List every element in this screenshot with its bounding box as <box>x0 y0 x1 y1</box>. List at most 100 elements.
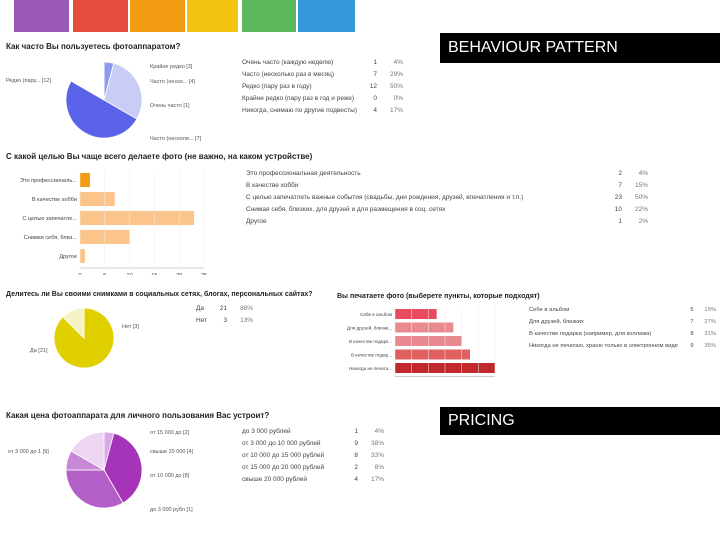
q5-pie-label: от 15 000 до [2] <box>150 430 190 436</box>
q1-pie-label: Крайне редко [3] <box>150 63 193 70</box>
q3-row-count: 21 <box>219 304 228 312</box>
q2-row-label: Другое <box>246 217 267 225</box>
q1-row-count: 7 <box>373 70 377 78</box>
table-row: Это профессиональная деятельность 2 4% <box>246 167 652 179</box>
bar-category-label: Никогда не печата... <box>349 366 392 371</box>
pie-slice <box>65 469 124 509</box>
q4-row-label: Для друзей, близких <box>529 319 584 325</box>
q1-row-label: Крайне редко (пару раз в год и реже) <box>242 94 354 102</box>
q3-row-label: Нет <box>196 316 208 324</box>
q5-row-percent: 38% <box>370 439 384 447</box>
table-row: от 3 000 до 10 000 рублей 9 38% <box>242 437 388 449</box>
table-row: Нет 3 13% <box>196 314 257 326</box>
q1-row-label: Никогда, снимаю по другие подвесты) <box>242 106 357 114</box>
q2-row-label: Это профессиональная деятельность <box>246 169 361 177</box>
bar-category-label: Для друзей, близки... <box>347 325 392 331</box>
q5-row-label: от 10 000 до 15 000 рублей <box>242 451 325 459</box>
q4-row-count: 8 <box>690 331 694 337</box>
table-row: Да 21 88% <box>196 302 257 314</box>
bar-category-label: В качестве хобби <box>32 197 77 203</box>
pricing-banner: PRICING <box>440 407 720 435</box>
q4-bar-chart: Себе в альбом Для друзей, близки... В каче… <box>347 307 496 377</box>
table-row: В качестве подарка (например, для коллаж… <box>529 328 720 340</box>
q2-row-percent: 50% <box>634 193 648 201</box>
swatch-blue <box>298 0 355 32</box>
table-row: Крайне редко (пару раз в год и реже) 0 0% <box>242 92 407 104</box>
bar-category-label: С целью запечатле... <box>22 216 77 222</box>
bar-category-label: Снимая себя, близ... <box>24 235 78 241</box>
q1-row-percent: 17% <box>389 106 403 114</box>
q4-row-percent: 31% <box>704 331 716 337</box>
pricing-title: PRICING <box>448 412 515 429</box>
q2-row-count: 10 <box>614 205 622 213</box>
q5-row-percent: 33% <box>370 451 384 459</box>
q2-row-label: Снимая себя, близких, для друзей и для р… <box>246 205 446 213</box>
q5-pie-label: свыше 20 000 [4] <box>150 449 194 455</box>
pie-slice <box>62 307 85 339</box>
q1-pie-label: Очень часто [1] <box>150 103 190 109</box>
q1-pie-label: Часто (неско... [4] <box>150 79 195 85</box>
q5-row-count: 9 <box>354 439 358 447</box>
q1-row-label: Часто (несколько раз в месяц) <box>242 70 334 78</box>
q5-row-percent: 8% <box>374 463 384 471</box>
x-tick-label: 15 <box>151 273 157 275</box>
q4-row-percent: 19% <box>704 307 716 313</box>
table-row: Себе в альбом 5 19% <box>529 304 720 316</box>
table-row: свыше 20 000 рублей 4 17% <box>242 473 388 485</box>
bar-category-label: Другое <box>59 254 77 260</box>
q2-row-count: 7 <box>618 181 622 189</box>
swatch-yellow <box>187 0 238 32</box>
q2-stats-table: Это профессиональная деятельность 2 4% В к… <box>246 167 652 227</box>
q1-row-count: 12 <box>369 82 377 90</box>
q5-row-count: 1 <box>354 427 358 435</box>
q3-row-percent: 13% <box>240 316 254 324</box>
q4-row-percent: 27% <box>704 319 716 325</box>
q5-pie-chart: от 15 000 до [2] свыше 20 000 [4] от 10 … <box>8 430 194 513</box>
q3-title: Делитесь ли Вы своими снимками в социаль… <box>6 291 313 298</box>
q5-row-label: свыше 20 000 рублей <box>242 475 308 483</box>
q5-pie-label: до 3 000 рубл [1] <box>150 507 193 513</box>
pie-slice <box>65 80 138 139</box>
q5-row-percent: 17% <box>370 475 384 483</box>
bar <box>395 349 470 360</box>
table-row: Редко (пару раз в году) 12 50% <box>242 80 407 92</box>
q4-row-label: Себе в альбом <box>529 307 570 313</box>
table-row: Никогда, снимаю по другие подвесты) 4 17% <box>242 104 407 116</box>
q2-row-count: 2 <box>618 169 622 177</box>
bar-category-label: В качестве подарк... <box>349 339 392 344</box>
q2-bar-chart: Это профессиональ... В качестве хобби С це… <box>20 171 207 275</box>
q1-row-percent: 50% <box>389 82 403 90</box>
q1-row-count: 1 <box>373 58 377 66</box>
q1-row-count: 4 <box>373 106 377 114</box>
q5-stats-table: до 3 000 рублей 1 4% от 3 000 до 10 000 ру… <box>242 425 388 485</box>
q5-title: Какая цена фотоаппарата для личного поль… <box>6 411 270 420</box>
q3-pie-chart: Нет [3] Да [21] <box>30 307 139 369</box>
swatch-red <box>73 0 128 32</box>
q3-row-count: 3 <box>223 316 228 324</box>
pie-slice <box>70 431 105 471</box>
q1-row-count: 0 <box>373 94 377 102</box>
bar <box>80 173 90 187</box>
x-tick-label: 20 <box>176 273 182 275</box>
q1-row-label: Очень часто (каждую неделю) <box>242 58 334 66</box>
q2-row-percent: 15% <box>634 181 648 189</box>
bar <box>395 322 454 333</box>
table-row: до 3 000 рублей 1 4% <box>242 425 388 437</box>
q4-title: Вы печатаете фото (выберете пункты, кото… <box>337 293 540 300</box>
bar-category-label: Это профессиональ... <box>20 178 77 184</box>
table-row: Очень часто (каждую неделю) 1 4% <box>242 56 407 68</box>
bar <box>80 249 85 263</box>
pie-slice <box>70 61 105 101</box>
q5-row-label: до 3 000 рублей <box>242 427 291 435</box>
q4-stats-table: Себе в альбом 5 19% Для друзей, близких 7 27… <box>529 304 720 352</box>
behaviour-pattern-banner: BEHAVIOUR PATTERN <box>440 33 720 63</box>
table-row: от 10 000 до 15 000 рублей 8 33% <box>242 449 388 461</box>
behaviour-pattern-title: BEHAVIOUR PATTERN <box>448 39 618 56</box>
bar-category-label: Себе в альбом <box>360 312 392 317</box>
table-row: Часто (несколько раз в месяц) 7 29% <box>242 68 407 80</box>
table-row: Снимая себя, близких, для друзей и для р… <box>246 203 652 215</box>
bar <box>80 211 195 225</box>
x-tick-label: 5 <box>103 273 106 275</box>
q4-row-count: 7 <box>690 319 694 325</box>
table-row: Для друзей, близких 7 27% <box>529 316 720 328</box>
